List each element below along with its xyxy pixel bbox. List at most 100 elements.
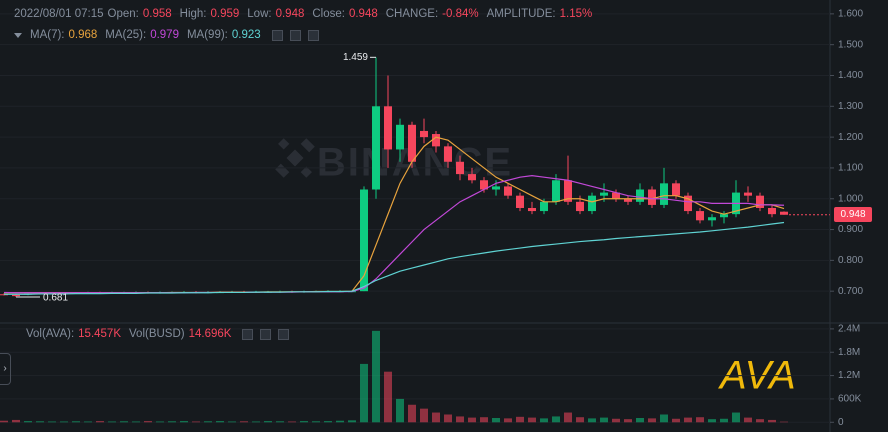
legend-label: High: (179, 8, 207, 20)
volume-bar (672, 418, 680, 423)
candle-body (660, 183, 668, 205)
volume-bar (348, 420, 356, 423)
candle-body (396, 124, 404, 150)
ma-legend: MA(7): 0.968 MA(25): 0.979 MA(99): 0.923 (14, 29, 319, 41)
volume-bar (732, 412, 740, 423)
settings-icon[interactable] (289, 29, 301, 41)
legend-value: 0.959 (210, 8, 240, 20)
ma-value: 0.923 (231, 29, 261, 41)
candle-body (600, 192, 608, 196)
volume-bar (624, 419, 632, 423)
volume-bar (492, 417, 500, 423)
volume-bar (456, 416, 464, 423)
ma-value: 0.979 (150, 29, 179, 41)
ma-label: MA(7): (30, 29, 65, 41)
candle-body (420, 130, 428, 138)
volume-bar (288, 421, 296, 423)
close-icon[interactable] (278, 328, 290, 340)
volume-bar (144, 421, 152, 423)
volume-bar (684, 417, 692, 423)
volume-bar (24, 421, 32, 423)
candle-body (408, 124, 416, 162)
candle-body (516, 195, 524, 208)
candle-body (636, 189, 644, 202)
volume-bar (84, 421, 92, 423)
volume-bar (768, 419, 776, 423)
volume-bar (324, 421, 332, 423)
ma-line (4, 221, 785, 295)
candle-body (564, 180, 572, 202)
volume-value: 15.457K (78, 328, 122, 340)
legend-value: 0.948 (275, 8, 305, 20)
candle-body (708, 217, 716, 221)
legend-label: AMPLITUDE: (486, 8, 556, 20)
volume-bar (300, 421, 308, 423)
volume-bar (564, 412, 572, 423)
eye-icon[interactable] (242, 328, 254, 340)
candle-body (684, 195, 692, 212)
volume-bar (600, 417, 608, 423)
eye-icon[interactable] (271, 29, 283, 41)
volume-bar (708, 419, 716, 423)
y-tick-label: 0.700 (838, 286, 863, 297)
volume-bar (240, 421, 248, 423)
volume-bar (216, 421, 224, 423)
ma-label: MA(99): (186, 29, 228, 41)
candle-body (780, 211, 788, 215)
volume-bar (192, 421, 200, 423)
volume-bar (540, 418, 548, 423)
candle-body (768, 207, 776, 215)
volume-bar (756, 419, 764, 423)
legend-label: Open: (107, 8, 139, 20)
candle-body (576, 201, 584, 212)
candle-body (468, 174, 476, 181)
volume-bar (372, 330, 380, 423)
volume-bar (420, 408, 428, 423)
volume-bar (180, 421, 188, 423)
side-toggle[interactable]: › (0, 353, 11, 385)
volume-tick-label: 1.2M (838, 370, 860, 381)
volume-bar (396, 398, 404, 423)
y-tick-label: 1.400 (838, 70, 863, 81)
datetime: 2022/08/01 07:15 (14, 8, 104, 20)
volume-bar (468, 417, 476, 423)
volume-bar (48, 421, 56, 423)
volume-tick-label: 0 (838, 417, 844, 428)
candle-body (492, 186, 500, 190)
volume-bar (720, 418, 728, 423)
y-tick-label: 0.800 (838, 255, 863, 266)
ma-value: 0.968 (68, 29, 98, 41)
volume-bar (660, 414, 668, 423)
volume-tick-label: 2.4M (838, 324, 860, 335)
settings-icon[interactable] (260, 328, 272, 340)
volume-bar (528, 417, 536, 423)
y-tick-label: 1.600 (838, 9, 863, 20)
volume-bar (480, 417, 488, 423)
candle-body (624, 198, 632, 202)
candle-body (456, 161, 464, 175)
ohlc-legend: 2022/08/01 07:15 Open: 0.958 High: 0.959 Low… (14, 8, 596, 20)
volume-value: 14.696K (188, 328, 232, 340)
volume-bar (120, 421, 128, 423)
volume-bar (60, 421, 68, 423)
volume-bar (228, 421, 236, 423)
volume-bar (312, 421, 320, 423)
volume-bar (360, 363, 368, 423)
volume-bar (336, 420, 344, 423)
volume-bar (132, 421, 140, 423)
high-label: 1.459 (343, 52, 368, 63)
last-price-tag: 0.948 (834, 207, 872, 223)
legend-value: 0.948 (348, 8, 378, 20)
volume-bar (204, 421, 212, 423)
candle-body (528, 207, 536, 212)
volume-bar (648, 418, 656, 423)
candle-body (696, 211, 704, 221)
collapse-icon[interactable] (14, 32, 22, 38)
volume-bar (516, 416, 524, 423)
close-icon[interactable] (307, 29, 319, 41)
legend-label: Close: (312, 8, 345, 20)
candle-body (360, 189, 368, 292)
legend-label: Low: (247, 8, 272, 20)
